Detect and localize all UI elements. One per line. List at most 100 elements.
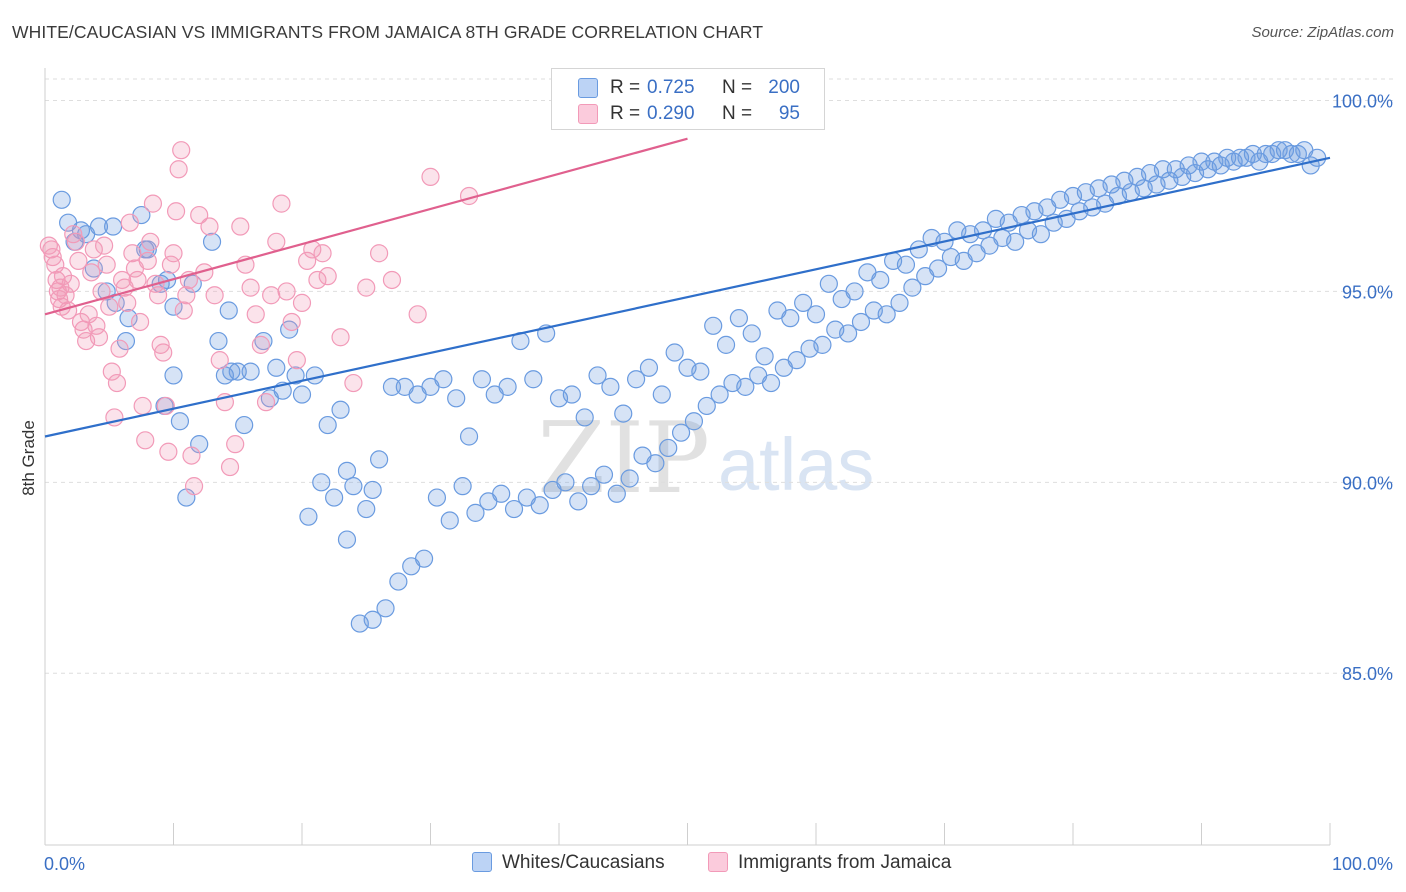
whites-point <box>614 404 633 423</box>
whites-point <box>794 293 813 312</box>
jamaica-point <box>241 278 260 297</box>
whites-point <box>896 255 916 274</box>
whites-point <box>453 477 472 496</box>
whites-point <box>575 408 594 427</box>
jamaica-point <box>408 305 427 324</box>
jamaica-point <box>177 286 196 305</box>
x-tick-label-max: 100.0% <box>1332 854 1393 874</box>
whites-point <box>781 309 800 328</box>
jamaica-point <box>84 240 103 259</box>
whites-swatch <box>578 78 598 98</box>
whites-point <box>716 335 736 354</box>
whites-point <box>723 373 742 393</box>
r-label: R = <box>610 77 641 98</box>
bottom-legend-whites: Whites/Caucasians <box>472 852 665 874</box>
r-label: R = <box>610 103 641 124</box>
whites-point <box>691 362 710 381</box>
whites-point <box>440 511 459 530</box>
y-tick-label: 90.0% <box>1342 473 1393 493</box>
jamaica-point <box>182 446 201 465</box>
whites-point <box>569 492 588 511</box>
whites-point <box>639 358 659 377</box>
whites-point <box>344 477 363 496</box>
whites-point <box>427 488 447 507</box>
jamaica-point <box>282 312 301 332</box>
whites-point <box>659 438 678 458</box>
jamaica-point <box>118 293 137 312</box>
whites-point <box>116 331 136 351</box>
whites-point <box>562 385 581 404</box>
jamaica-point <box>120 213 139 232</box>
jamaica-point <box>256 393 276 412</box>
y-axis-title: 8th Grade <box>19 420 38 496</box>
whites-point <box>466 503 485 522</box>
jamaica-legend-swatch <box>708 852 728 872</box>
jamaica-point <box>110 339 129 358</box>
whites-point <box>459 427 479 446</box>
jamaica-point <box>190 205 209 225</box>
bottom-legend-jamaica: Immigrants from Jamaica <box>708 852 951 874</box>
whites-point <box>209 331 228 351</box>
whites-point <box>325 488 344 507</box>
whites-point <box>729 309 749 328</box>
whites-point <box>826 320 845 339</box>
jamaica-point <box>164 244 183 263</box>
jamaica-trendline <box>44 137 688 316</box>
whites-point <box>697 396 716 416</box>
whites-point <box>890 293 909 312</box>
jamaica-point <box>318 267 337 286</box>
legend-row-whites: R = 0.725 N = 200 <box>552 75 824 101</box>
watermark-atlas: atlas <box>718 423 874 506</box>
whites-point <box>434 370 453 389</box>
jamaica-point <box>298 251 317 270</box>
whites-point <box>710 385 729 404</box>
n-value: 200 <box>768 77 800 98</box>
whites-point <box>222 362 241 381</box>
whites-point <box>312 473 331 492</box>
whites-point <box>851 312 871 332</box>
whites-point <box>202 232 222 251</box>
whites-point <box>665 343 684 362</box>
jamaica-point <box>226 435 245 454</box>
whites-point <box>267 358 286 377</box>
jamaica-point <box>272 194 291 213</box>
whites-point <box>370 450 389 469</box>
whites-point <box>104 217 123 236</box>
jamaica-point <box>130 312 150 332</box>
whites-point <box>652 385 671 404</box>
whites-point <box>228 362 247 381</box>
whites-point <box>845 282 864 301</box>
whites-legend-swatch <box>472 852 492 872</box>
whites-point <box>219 301 238 320</box>
jamaica-point <box>277 282 296 301</box>
whites-point <box>806 305 826 324</box>
whites-point <box>819 274 838 293</box>
jamaica-point <box>421 167 440 186</box>
jamaica-point <box>61 274 80 293</box>
whites-point <box>337 461 357 480</box>
legend-row-jamaica: R = 0.290 N = 95 <box>552 101 824 127</box>
whites-point <box>52 190 71 209</box>
whites-point <box>170 412 190 431</box>
r-value: 0.290 <box>647 103 695 124</box>
whites-point <box>742 324 761 343</box>
jamaica-point <box>69 251 88 270</box>
whites-legend-label: Whites/Caucasians <box>502 852 665 873</box>
jamaica-point <box>159 442 178 461</box>
jamaica-point <box>66 232 85 251</box>
jamaica-point <box>231 217 250 236</box>
jamaica-point <box>174 301 193 320</box>
jamaica-point <box>370 244 389 263</box>
jamaica-point <box>148 286 168 305</box>
source-label: Source: ZipAtlas.com <box>1251 24 1394 41</box>
watermark-zip: ZIP <box>537 402 710 516</box>
whites-point <box>498 377 517 396</box>
jamaica-point <box>205 286 224 305</box>
whites-point <box>479 492 498 511</box>
r-value: 0.725 <box>647 77 695 98</box>
jamaica-point <box>141 232 160 251</box>
jamaica-point <box>53 267 73 286</box>
whites-point <box>1192 152 1211 171</box>
n-label: N = <box>722 103 753 124</box>
